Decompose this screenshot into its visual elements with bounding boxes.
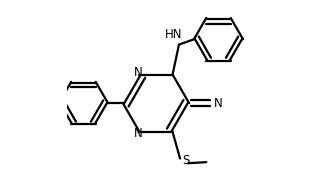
Text: N: N — [134, 127, 143, 140]
Text: S: S — [182, 154, 189, 167]
Text: N: N — [134, 66, 143, 79]
Text: HN: HN — [165, 28, 182, 41]
Text: N: N — [214, 97, 223, 110]
